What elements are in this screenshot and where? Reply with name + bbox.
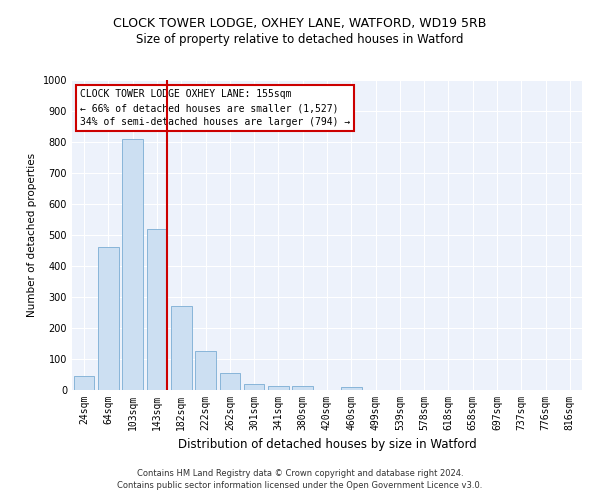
Bar (171, 306, 191, 390)
Text: Contains public sector information licensed under the Open Government Licence v3: Contains public sector information licen… (118, 481, 482, 490)
Text: Size of property relative to detached houses in Watford: Size of property relative to detached ho… (136, 32, 464, 46)
Y-axis label: Number of detached properties: Number of detached properties (27, 153, 37, 317)
Bar (220, 373, 240, 390)
Bar (146, 229, 167, 390)
Bar (244, 384, 265, 390)
Bar (341, 387, 362, 390)
Text: CLOCK TOWER LODGE OXHEY LANE: 155sqm
← 66% of detached houses are smaller (1,527: CLOCK TOWER LODGE OXHEY LANE: 155sqm ← 6… (80, 90, 350, 128)
Bar (292, 386, 313, 390)
Text: Contains HM Land Registry data © Crown copyright and database right 2024.: Contains HM Land Registry data © Crown c… (137, 468, 463, 477)
Text: CLOCK TOWER LODGE, OXHEY LANE, WATFORD, WD19 5RB: CLOCK TOWER LODGE, OXHEY LANE, WATFORD, … (113, 18, 487, 30)
Bar (122, 139, 143, 390)
Bar (195, 351, 216, 390)
Bar (98, 248, 119, 390)
X-axis label: Distribution of detached houses by size in Watford: Distribution of detached houses by size … (178, 438, 476, 452)
Bar (268, 386, 289, 390)
Bar (74, 376, 94, 390)
